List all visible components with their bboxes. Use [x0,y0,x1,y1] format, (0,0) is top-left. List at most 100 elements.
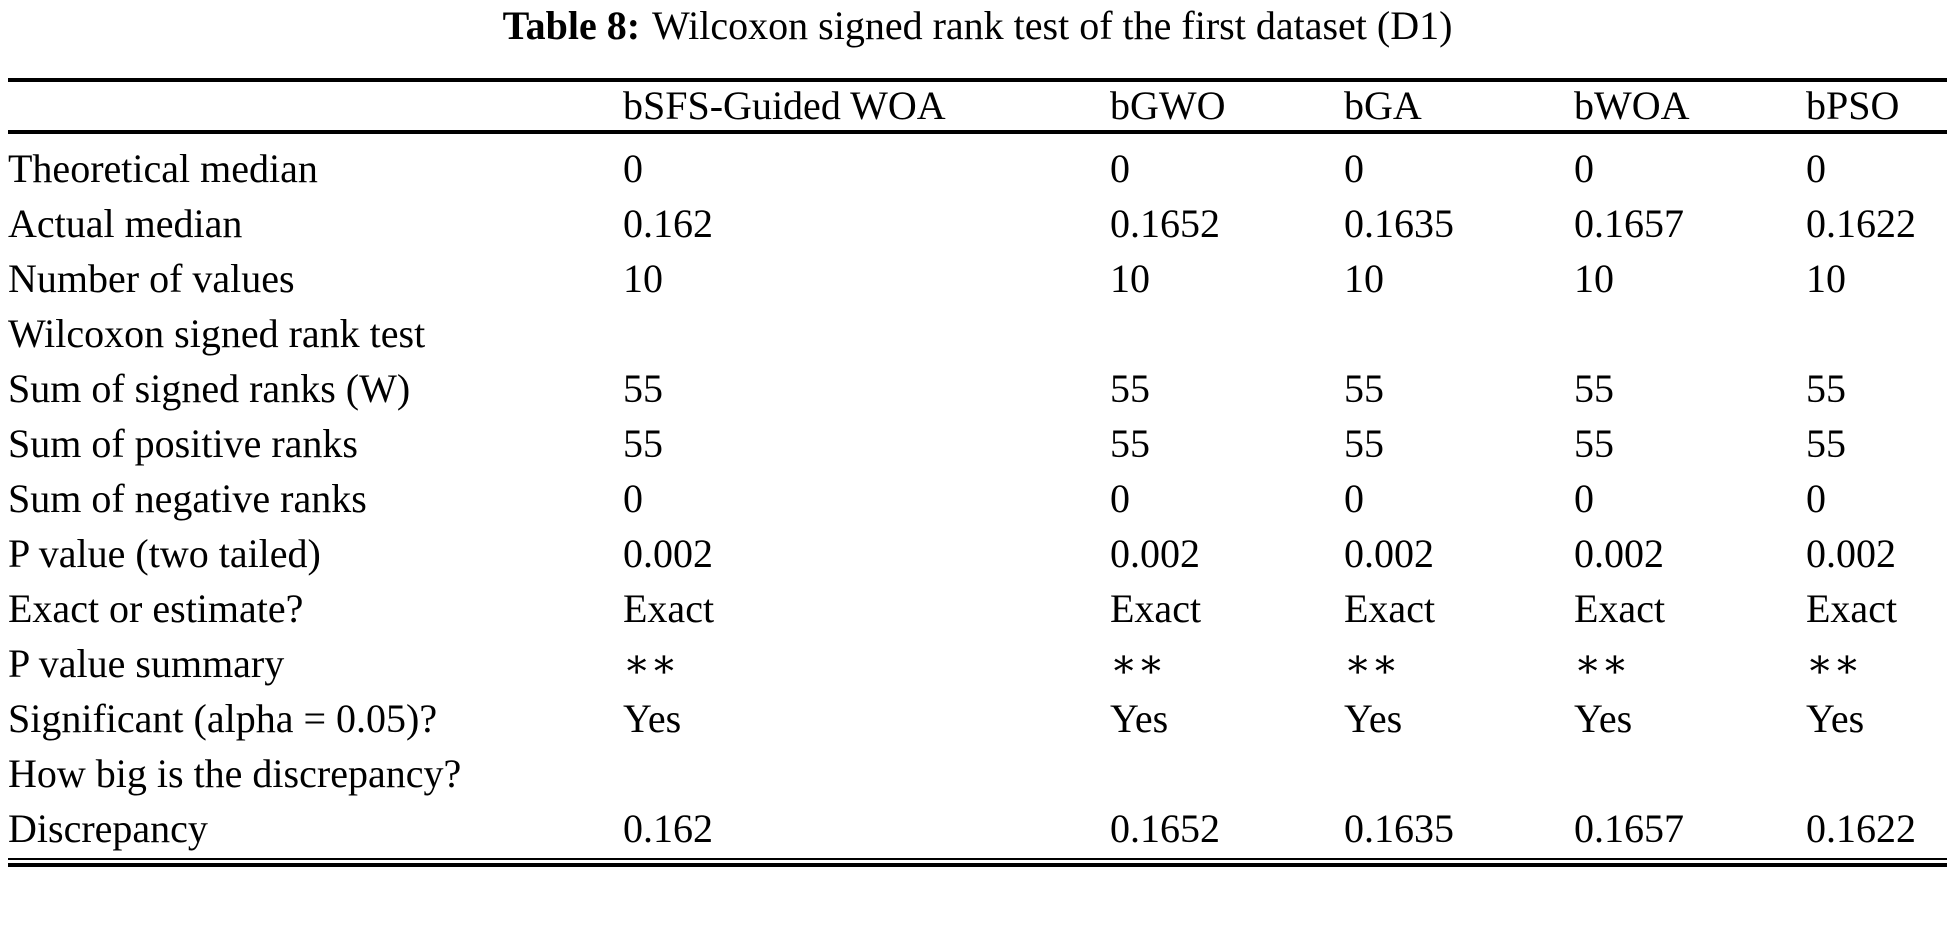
table-row: P value (two tailed) 0.002 0.002 0.002 0… [8,526,1947,581]
table-row: Number of values 10 10 10 10 10 [8,251,1947,306]
table-cell: 55 [1344,421,1384,466]
table-cell: 55 [623,366,663,411]
row-label: Sum of negative ranks [8,476,367,521]
row-label: How big is the discrepancy? [8,751,462,796]
table-cell: 0 [1344,476,1364,521]
table-cell: 0.1652 [1110,806,1220,851]
table-cell: 0.1657 [1574,806,1684,851]
row-label: Exact or estimate? [8,586,304,631]
column-header-bwoa: bWOA [1574,80,1806,134]
bottom-rule-thick-line [8,863,1947,867]
table-cell: 10 [1344,256,1384,301]
table-cell: 0 [1806,476,1826,521]
table-cell: Yes [1574,696,1633,741]
table-cell [1110,746,1344,801]
table-cell: 0.002 [1110,531,1200,576]
table-cell: 10 [1110,256,1150,301]
table-cell: 0 [623,146,643,191]
table-row: Actual median 0.162 0.1652 0.1635 0.1657… [8,196,1947,251]
table-cell: 0.162 [623,201,713,246]
table-row: Sum of negative ranks 0 0 0 0 0 [8,471,1947,526]
row-label: Theoretical median [8,146,318,191]
table-caption-number: Table 8: [502,3,641,48]
table-cell: Exact [623,586,715,631]
table-cell: 10 [1574,256,1614,301]
table-cell [623,306,1110,361]
table-row: Exact or estimate? Exact Exact Exact Exa… [8,581,1947,636]
table-cell [1574,746,1806,801]
table-cell [1344,306,1574,361]
row-label: Sum of signed ranks (W) [8,366,411,411]
table-caption: Table 8: Wilcoxon signed rank test of the… [0,2,1955,50]
table-cell [1110,306,1344,361]
table-cell: 0.1657 [1574,201,1684,246]
table-cell: 55 [1574,421,1614,466]
table-cell: 0.002 [1806,531,1896,576]
column-header-empty [8,80,623,134]
row-label: Sum of positive ranks [8,421,358,466]
table-cell: Yes [623,696,682,741]
table-cell [1344,746,1574,801]
table-row: Significant (alpha = 0.05)? Yes Yes Yes … [8,691,1947,746]
table-cell: 0 [1110,146,1130,191]
table-cell: Yes [1110,696,1169,741]
table-cell: Exact [1574,586,1666,631]
table-cell: 10 [1806,256,1846,301]
table-cell [1806,746,1947,801]
table-cell: 55 [1806,421,1846,466]
table-cell: 0.1622 [1806,806,1916,851]
table-cell: 0 [1574,146,1594,191]
table-cell [1806,306,1947,361]
table-cell: ∗∗ [1574,641,1629,686]
column-header-bga: bGA [1344,80,1574,134]
table-cell: 55 [1344,366,1384,411]
table-cell: 0.162 [623,806,713,851]
table-cell: Yes [1344,696,1403,741]
table-cell: ∗∗ [1344,641,1399,686]
table-cell: 55 [1806,366,1846,411]
table-cell: 10 [623,256,663,301]
row-label: P value summary [8,641,285,686]
table-cell: 0.1635 [1344,806,1454,851]
table-cell: 0 [1574,476,1594,521]
table-row: How big is the discrepancy? [8,746,1947,801]
table-row: Discrepancy 0.162 0.1652 0.1635 0.1657 0… [8,801,1947,856]
table-cell [623,746,1110,801]
table-cell: Yes [1806,696,1865,741]
row-label: Wilcoxon signed rank test [8,311,426,356]
table-cell: 0.002 [623,531,713,576]
table-row: Sum of positive ranks 55 55 55 55 55 [8,416,1947,471]
table-cell: 0 [1806,146,1826,191]
table-cell: 0 [1344,146,1364,191]
table-cell: 0.1652 [1110,201,1220,246]
bottom-rule-thin-line [8,858,1947,860]
column-header-bpso: bPSO [1806,80,1947,134]
table-cell: 55 [1574,366,1614,411]
table-cell: 0 [623,476,643,521]
table-cell [1574,306,1806,361]
table-cell: 55 [623,421,663,466]
table-caption-text: Wilcoxon signed rank test of the first d… [652,3,1453,48]
table-cell: ∗∗ [1806,641,1861,686]
table-cell: Exact [1110,586,1202,631]
column-header-bsfs-guided-woa: bSFS-Guided WOA [623,80,1110,134]
table-row: Theoretical median 0 0 0 0 0 [8,132,1947,196]
row-label: Actual median [8,201,243,246]
table-cell: 0 [1110,476,1130,521]
table-row: P value summary ∗∗ ∗∗ ∗∗ ∗∗ ∗∗ [8,636,1947,691]
table-cell: 55 [1110,366,1150,411]
table-cell: Exact [1344,586,1436,631]
table-header-row: bSFS-Guided WOA bGWO bGA bWOA bPSO [8,80,1947,134]
table-container: bSFS-Guided WOA bGWO bGA bWOA bPSO Theor… [8,78,1947,867]
table-cell: 55 [1110,421,1150,466]
table-cell: 0.002 [1344,531,1434,576]
table-bottom-rule [8,858,1947,867]
row-label: Discrepancy [8,806,208,851]
row-label: Significant (alpha = 0.05)? [8,696,438,741]
table-cell: 0.1622 [1806,201,1916,246]
wilcoxon-test-table: bSFS-Guided WOA bGWO bGA bWOA bPSO Theor… [8,78,1947,856]
table-row: Sum of signed ranks (W) 55 55 55 55 55 [8,361,1947,416]
row-label: P value (two tailed) [8,531,321,576]
table-cell: 0.1635 [1344,201,1454,246]
